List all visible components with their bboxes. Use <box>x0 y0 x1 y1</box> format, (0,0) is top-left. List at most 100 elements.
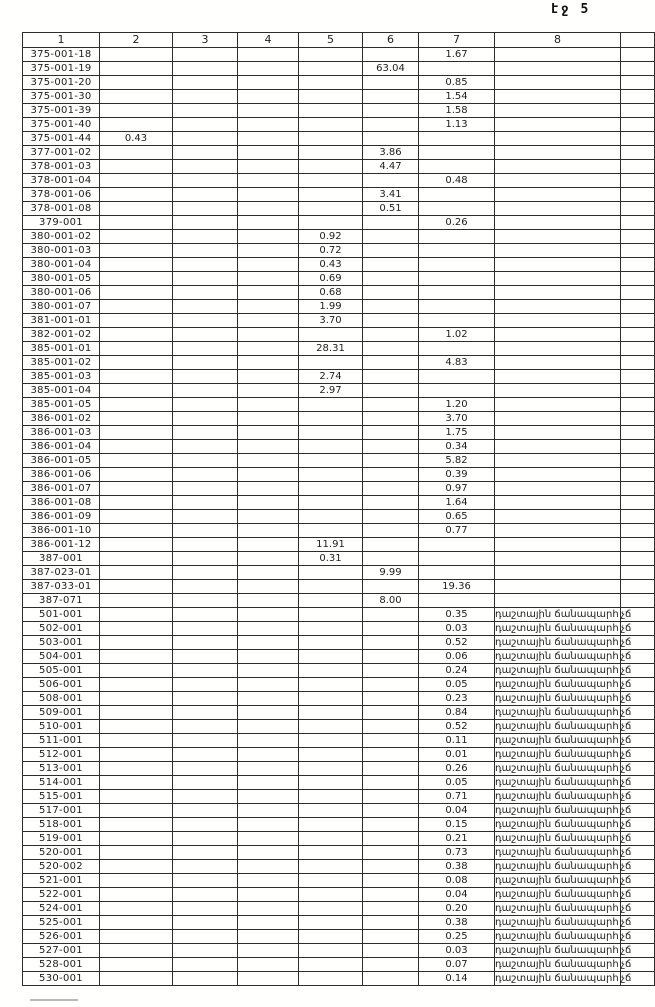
table-row: 387-033-01 19.36 <box>22 579 655 594</box>
col5-value-cell <box>298 957 363 972</box>
margin-note-cell <box>620 131 655 146</box>
parcel-code-cell: 377-001-02 <box>22 145 100 160</box>
table-row: 387-001 0.31 <box>22 551 655 566</box>
table-row: 375-001-18 1.67 <box>22 47 655 62</box>
col3-value-cell <box>172 61 238 76</box>
col3-value-cell <box>172 285 238 300</box>
margin-note-cell <box>620 215 655 230</box>
margin-note-cell: չճ <box>620 845 655 860</box>
col7-value-cell: 0.04 <box>418 887 495 902</box>
col7-value-cell <box>418 159 495 174</box>
col5-value-cell <box>298 663 363 678</box>
margin-note-cell: չճ <box>620 901 655 916</box>
col6-value-cell <box>362 425 419 440</box>
col3-value-cell <box>172 355 238 370</box>
parcel-code-cell: 379-001 <box>22 215 100 230</box>
col3-value-cell <box>172 453 238 468</box>
parcel-code-cell: 375-001-44 <box>22 131 100 146</box>
col4-value-cell <box>237 803 299 818</box>
col3-value-cell <box>172 957 238 972</box>
table-row: 520-001 0.73 դաշտային ճանապարհ չճ <box>22 845 655 860</box>
col4-value-cell <box>237 61 299 76</box>
table-row: 386-001-02 3.70 <box>22 411 655 426</box>
parcel-code-cell: 528-001 <box>22 957 100 972</box>
table-row: 380-001-02 0.92 <box>22 229 655 244</box>
col4-value-cell <box>237 789 299 804</box>
margin-note-cell <box>620 187 655 202</box>
col3-value-cell <box>172 75 238 90</box>
table-row: 515-001 0.71 դաշտային ճանապարհ չճ <box>22 789 655 804</box>
col5-value-cell <box>298 453 363 468</box>
table-row: 385-001-05 1.20 <box>22 397 655 412</box>
land-use-cell: դաշտային ճանապարհ <box>494 621 621 636</box>
col4-value-cell <box>237 187 299 202</box>
parcel-code-cell: 378-001-03 <box>22 159 100 174</box>
land-use-cell <box>494 397 621 412</box>
col2-value-cell <box>99 915 173 930</box>
col2-value-cell <box>99 285 173 300</box>
col4-value-cell <box>237 691 299 706</box>
col6-value-cell <box>362 663 419 678</box>
col5-value-cell <box>298 887 363 902</box>
col2-value-cell <box>99 47 173 62</box>
land-use-cell <box>494 411 621 426</box>
table-row: 386-001-04 0.34 <box>22 439 655 454</box>
margin-note-cell <box>620 579 655 594</box>
col2-value-cell <box>99 201 173 216</box>
col7-value-cell <box>418 145 495 160</box>
col6-value-cell <box>362 887 419 902</box>
col6-value-cell <box>362 789 419 804</box>
col7-value-cell: 19.36 <box>418 579 495 594</box>
col4-value-cell <box>237 607 299 622</box>
col4-value-cell <box>237 579 299 594</box>
col6-value-cell: 4.47 <box>362 159 419 174</box>
table-row: 517-001 0.04 դաշտային ճանապարհ չճ <box>22 803 655 818</box>
page-number-label: էջ 5 <box>551 2 591 17</box>
land-use-cell: դաշտային ճանապարհ <box>494 677 621 692</box>
column-header-2: 2 <box>99 32 173 48</box>
table-row: 387-071 8.00 <box>22 593 655 608</box>
column-header-1: 1 <box>22 32 100 48</box>
land-use-cell <box>494 523 621 538</box>
col4-value-cell <box>237 747 299 762</box>
table-row: 510-001 0.52 դաշտային ճանապարհ չճ <box>22 719 655 734</box>
land-use-cell: դաշտային ճանապարհ <box>494 845 621 860</box>
col6-value-cell <box>362 705 419 720</box>
col6-value-cell <box>362 341 419 356</box>
col4-value-cell <box>237 901 299 916</box>
col7-value-cell: 0.07 <box>418 957 495 972</box>
land-use-cell <box>494 243 621 258</box>
col4-value-cell <box>237 915 299 930</box>
col7-value-cell: 1.02 <box>418 327 495 342</box>
land-use-cell: դաշտային ճանապարհ <box>494 775 621 790</box>
margin-note-cell <box>620 341 655 356</box>
parcel-code-cell: 387-071 <box>22 593 100 608</box>
land-use-cell: դաշտային ճանապարհ <box>494 607 621 622</box>
col7-value-cell <box>418 299 495 314</box>
land-use-cell <box>494 61 621 76</box>
col7-value-cell: 0.38 <box>418 859 495 874</box>
land-use-cell <box>494 495 621 510</box>
col5-value-cell: 0.72 <box>298 243 363 258</box>
col3-value-cell <box>172 425 238 440</box>
col2-value-cell <box>99 439 173 454</box>
col6-value-cell <box>362 467 419 482</box>
col5-value-cell <box>298 89 363 104</box>
col7-value-cell: 0.06 <box>418 649 495 664</box>
col6-value-cell <box>362 747 419 762</box>
col5-value-cell <box>298 47 363 62</box>
land-use-cell: դաշտային ճանապարհ <box>494 943 621 958</box>
col6-value-cell <box>362 439 419 454</box>
parcel-code-cell: 506-001 <box>22 677 100 692</box>
col7-value-cell <box>418 271 495 286</box>
col4-value-cell <box>237 873 299 888</box>
col7-value-cell: 0.73 <box>418 845 495 860</box>
margin-note-cell: չճ <box>620 607 655 622</box>
col5-value-cell <box>298 75 363 90</box>
col3-value-cell <box>172 131 238 146</box>
land-use-cell: դաշտային ճանապարհ <box>494 789 621 804</box>
parcel-code-cell: 378-001-06 <box>22 187 100 202</box>
margin-note-cell: չճ <box>620 943 655 958</box>
land-use-cell: դաշտային ճանապարհ <box>494 859 621 874</box>
col4-value-cell <box>237 509 299 524</box>
